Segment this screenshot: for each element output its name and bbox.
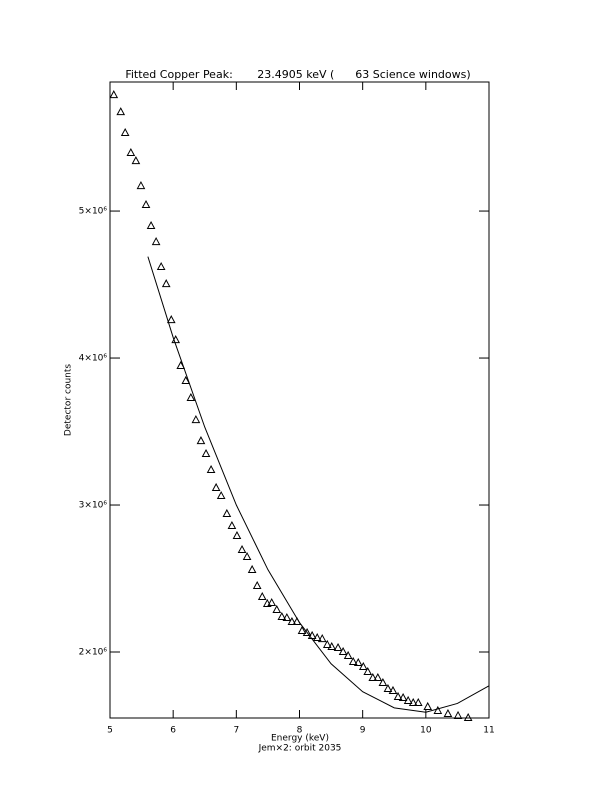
data-point — [433, 705, 443, 714]
y-axis-label: Detector counts — [64, 364, 74, 436]
data-point — [222, 508, 232, 517]
data-point — [348, 656, 358, 665]
data-point — [343, 650, 353, 659]
chart-title: Fitted Copper Peak: 23.4905 keV ( 63 Sci… — [125, 68, 470, 81]
data-point — [242, 551, 252, 561]
data-point — [277, 611, 287, 621]
data-point — [378, 677, 388, 687]
data-point — [166, 315, 176, 324]
data-point — [413, 697, 423, 707]
x-tick-label: 6 — [170, 726, 176, 736]
data-point — [161, 279, 171, 288]
data-point — [146, 220, 156, 230]
x-tick-label: 7 — [233, 726, 239, 736]
data-point — [196, 436, 206, 445]
data-point — [120, 127, 130, 137]
data-point — [297, 625, 307, 634]
data-point — [156, 261, 166, 271]
data-point — [327, 641, 337, 651]
data-point — [287, 616, 297, 626]
data-point — [317, 634, 327, 643]
data-point — [216, 490, 226, 500]
data-point — [206, 464, 216, 474]
data-point — [252, 580, 262, 590]
data-point — [453, 710, 463, 719]
y-tick-label: 3×10⁶ — [79, 501, 108, 511]
data-point — [373, 672, 383, 682]
x-tick-label: 10 — [420, 726, 432, 736]
data-point — [368, 672, 378, 682]
data-point — [247, 564, 257, 573]
y-tick-label: 5×10⁶ — [79, 207, 108, 217]
data-point — [393, 691, 403, 700]
x-tick-label: 9 — [360, 726, 366, 736]
data-point — [443, 708, 453, 718]
data-point — [353, 657, 363, 667]
data-point — [109, 90, 119, 99]
data-point — [141, 199, 151, 209]
subtitle: Jem×2: orbit 2035 — [258, 744, 342, 754]
data-point — [201, 448, 211, 458]
data-point — [186, 392, 196, 402]
data-point — [136, 181, 146, 190]
y-tick-label: 4×10⁶ — [79, 354, 108, 364]
data-point — [463, 712, 473, 721]
data-point — [116, 107, 126, 116]
data-point — [126, 147, 136, 156]
x-tick-label: 5 — [107, 726, 113, 736]
x-tick-label: 11 — [483, 726, 494, 736]
data-point — [267, 598, 277, 607]
x-tick-label: 8 — [297, 726, 303, 736]
data-point — [408, 697, 418, 707]
data-point — [181, 375, 191, 384]
data-point — [338, 646, 348, 656]
data-point — [227, 520, 237, 530]
fit-line — [147, 256, 490, 713]
data-point — [151, 237, 161, 246]
x-axis-label: Energy (keV) — [271, 734, 329, 744]
data-point — [398, 692, 408, 702]
data-point — [191, 415, 201, 424]
data-point — [257, 591, 267, 601]
data-point — [363, 666, 373, 675]
data-point — [383, 683, 393, 693]
data-point — [302, 627, 312, 637]
data-point — [272, 604, 282, 613]
y-tick-label: 2×10⁶ — [79, 648, 108, 658]
data-point — [282, 612, 292, 622]
data-point — [358, 661, 368, 670]
data-point — [131, 156, 141, 165]
data-point — [211, 482, 221, 491]
data-point — [423, 701, 433, 710]
data-point — [237, 544, 247, 553]
data-point — [333, 642, 343, 652]
data-point — [232, 530, 242, 540]
data-point — [403, 695, 413, 704]
data-point — [312, 632, 322, 642]
data-point — [322, 639, 332, 648]
data-point — [388, 685, 398, 694]
